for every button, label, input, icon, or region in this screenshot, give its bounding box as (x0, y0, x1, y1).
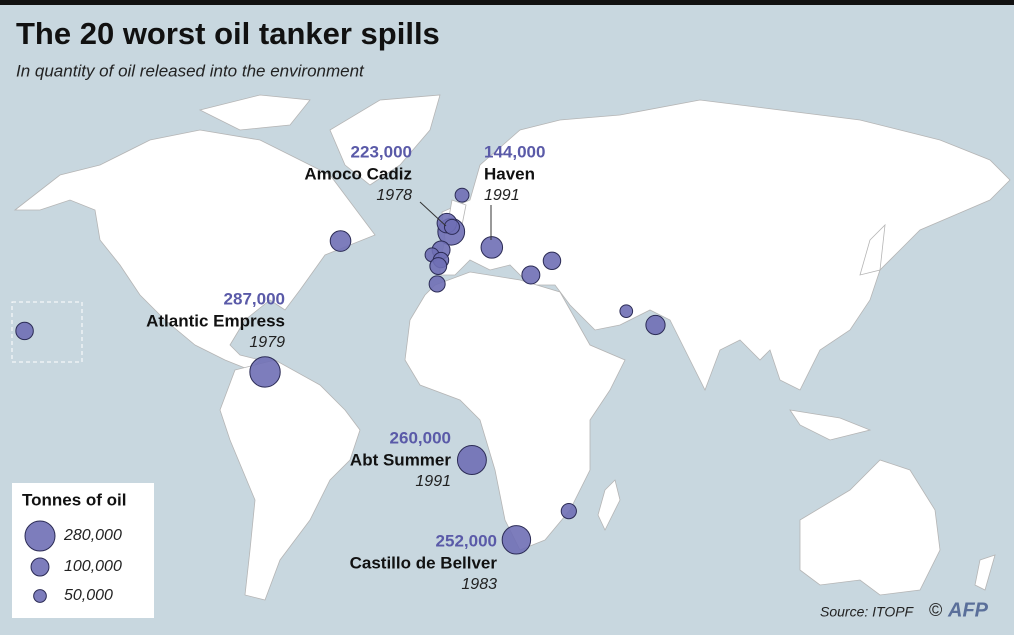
legend-title: Tonnes of oil (22, 490, 127, 509)
spill-bubble (645, 314, 666, 336)
spill-value: 260,000 (390, 428, 451, 447)
spill-year: 1991 (415, 473, 451, 490)
australia (799, 459, 941, 596)
spill-bubble (619, 304, 634, 319)
spill-value: 252,000 (436, 531, 497, 550)
spill-bubble (429, 257, 448, 275)
spill-name: Atlantic Empress (146, 311, 285, 330)
legend-bubble (30, 557, 50, 577)
spill-year: 1983 (461, 576, 497, 593)
greenland (329, 94, 441, 186)
spill-year: 1979 (249, 334, 285, 351)
spill-value: 287,000 (224, 289, 285, 308)
eurasia (439, 99, 1011, 391)
source: Source: ITOPF (820, 604, 915, 620)
indonesia (789, 409, 872, 441)
labels: 223,000 Amoco Cadiz 1978 144,000 Haven 1991 28… (146, 142, 545, 593)
japan (859, 223, 886, 276)
legend-label: 50,000 (64, 587, 113, 604)
logo: AFP (947, 599, 989, 621)
spill-name: Abt Summer (350, 450, 451, 469)
spill-bubble (443, 218, 460, 235)
title: The 20 worst oil tanker spills (16, 16, 440, 51)
bubbles (15, 187, 666, 555)
legend-label: 280,000 (63, 527, 122, 544)
spill-year: 1991 (484, 187, 520, 204)
legend-label: 100,000 (64, 558, 122, 575)
spill-bubble (480, 236, 504, 259)
spill-bubble (454, 187, 470, 203)
spill-year: 1978 (376, 187, 412, 204)
north-america (13, 129, 376, 371)
spill-bubble (456, 445, 487, 475)
south-america (219, 359, 361, 601)
spill-name: Haven (484, 164, 535, 183)
spill-name: Castillo de Bellver (350, 553, 498, 572)
spill-bubble (542, 251, 562, 271)
spill-bubble (521, 265, 541, 285)
spill-name: Amoco Cadiz (304, 164, 412, 183)
land (11, 94, 1011, 601)
spill-bubble (560, 502, 577, 520)
new-zealand (974, 554, 996, 591)
spill-value: 144,000 (484, 142, 545, 161)
spill-value: 223,000 (351, 142, 412, 161)
credit: © (929, 600, 942, 620)
spill-bubble (501, 525, 532, 555)
spill-bubble (428, 275, 446, 293)
spill-bubble (249, 356, 281, 388)
leader-line (419, 201, 447, 227)
spill-bubble (329, 230, 352, 252)
top-bar (0, 0, 1014, 5)
legend-bubble (24, 520, 56, 552)
madagascar (597, 479, 621, 531)
legend-bubble (33, 589, 47, 603)
hawaii-inset (11, 301, 83, 363)
arctic-islands (198, 94, 311, 131)
africa (404, 271, 626, 551)
subtitle: In quantity of oil released into the env… (16, 61, 365, 80)
spill-bubble (15, 321, 34, 341)
